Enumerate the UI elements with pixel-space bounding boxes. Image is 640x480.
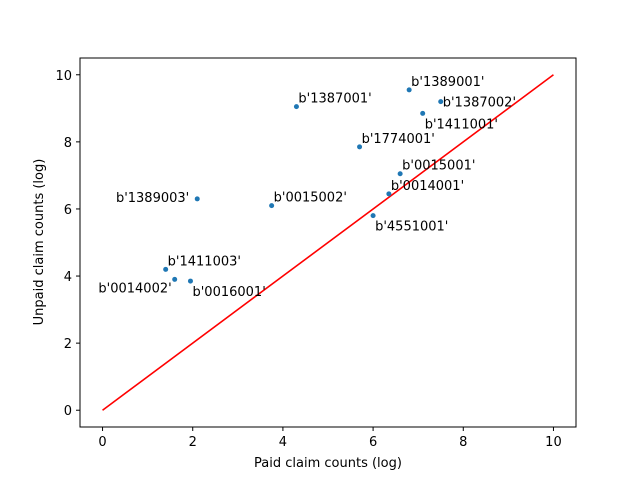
x-tick-label: 8 (459, 435, 467, 450)
point-labels-layer: b'1389001' b'1387002' b'1387001' b'1411001'… (98, 75, 516, 300)
data-point (397, 171, 403, 177)
point-label: b'1389003' (116, 191, 189, 206)
point-label: b'0014002' (98, 281, 171, 296)
point-label: b'0015001' (402, 159, 475, 174)
x-tick-label: 2 (189, 435, 197, 450)
x-tick-label: 4 (279, 435, 287, 450)
data-point (172, 276, 178, 282)
plot-frame (79, 57, 577, 428)
x-tick-label: 10 (545, 435, 562, 450)
y-axis-label: Unpaid claim counts (log) (32, 159, 47, 326)
y-tick-label: 4 (64, 270, 72, 285)
data-point (406, 87, 412, 93)
points-layer (163, 87, 444, 284)
data-point (438, 99, 444, 105)
data-point (187, 278, 193, 284)
point-label: b'1387002' (443, 96, 516, 111)
data-point (293, 104, 299, 110)
point-label: b'1387001' (298, 92, 371, 107)
y-tick-label: 6 (64, 203, 72, 218)
reference-line (102, 74, 554, 411)
y-tick-label: 8 (64, 136, 72, 151)
point-label: b'0015002' (274, 191, 347, 206)
x-axis-label: Paid claim counts (log) (254, 456, 402, 471)
y-tick-label: 2 (64, 337, 72, 352)
point-label: b'0014001' (391, 179, 464, 194)
point-label: b'1411001' (425, 117, 498, 132)
y-tick-label: 10 (55, 69, 72, 84)
reference-line-layer (102, 74, 554, 411)
data-point (386, 191, 392, 197)
point-label: b'1774001' (362, 132, 435, 147)
x-tick-label: 6 (369, 435, 377, 450)
point-label: b'0016001' (192, 285, 265, 300)
data-point (194, 196, 200, 202)
point-label: b'4551001' (375, 220, 448, 235)
data-point (269, 203, 275, 209)
data-point (163, 266, 169, 272)
data-point (357, 144, 363, 150)
point-label: b'1411003' (168, 254, 241, 269)
point-label: b'1389001' (411, 75, 484, 90)
x-axis-ticks: 0 2 4 6 8 10 (98, 427, 562, 450)
y-tick-label: 0 (64, 404, 72, 419)
data-point (420, 110, 426, 116)
x-tick-label: 0 (98, 435, 106, 450)
y-axis-ticks: 0 2 4 6 8 10 (55, 69, 80, 419)
data-point (370, 213, 376, 219)
